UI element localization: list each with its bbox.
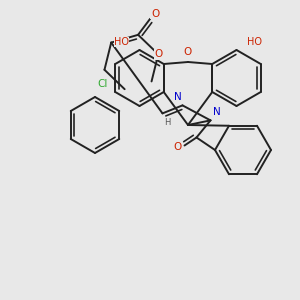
- Text: N: N: [174, 92, 182, 102]
- Text: O: O: [184, 47, 192, 57]
- Text: O: O: [154, 49, 162, 59]
- Text: HO: HO: [247, 37, 262, 47]
- Text: O: O: [173, 142, 181, 152]
- Text: HO: HO: [114, 37, 129, 47]
- Text: H: H: [164, 118, 171, 127]
- Text: Cl: Cl: [97, 79, 108, 89]
- Text: N: N: [213, 107, 220, 117]
- Text: O: O: [151, 9, 159, 19]
